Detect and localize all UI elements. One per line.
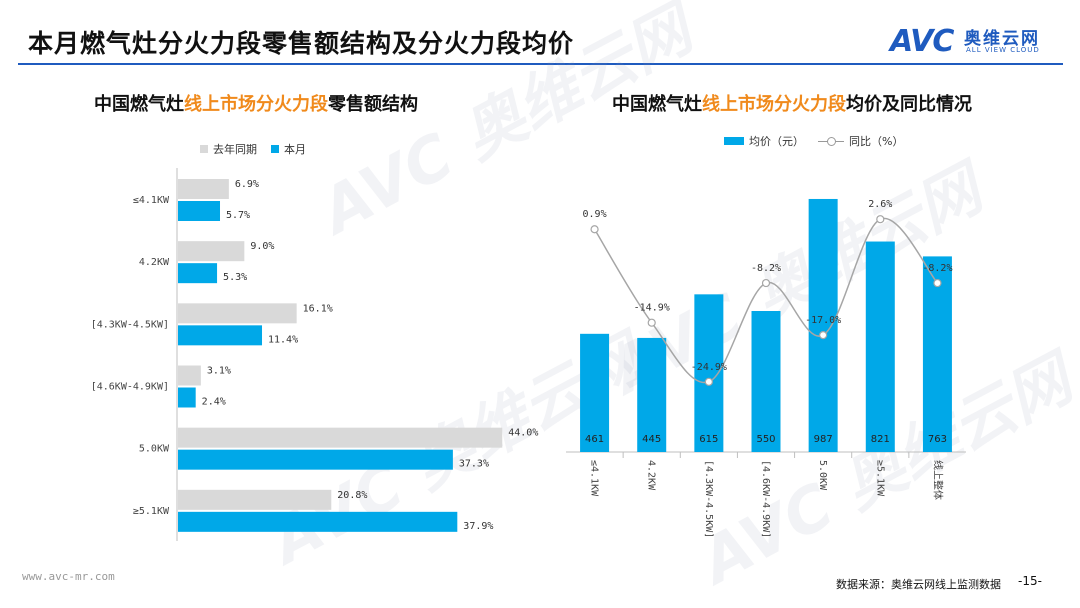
data-label: 2.4% — [202, 397, 226, 408]
legend-label: 本月 — [284, 143, 306, 156]
bar-value-label: 445 — [642, 434, 661, 445]
x-tick-label: ≥5.1KW — [874, 460, 885, 497]
data-label: 37.9% — [463, 521, 493, 532]
legend-label: 去年同期 — [213, 143, 257, 156]
page-number: -15- — [1018, 574, 1042, 588]
legend-item-last-year: 去年同期 — [200, 141, 257, 157]
page-title: 本月燃气灶分火力段零售额结构及分火力段均价 — [28, 29, 575, 58]
data-label: 44.0% — [508, 428, 538, 439]
bar-last-year — [178, 489, 332, 510]
data-label: 16.1% — [303, 303, 333, 314]
y-tick-label: 4.2KW — [139, 257, 170, 268]
bar-value-label: 821 — [871, 434, 890, 445]
right-title-part: 均价及同比情况 — [846, 94, 972, 115]
y-tick-label: ≤4.1KW — [133, 195, 170, 206]
bar-value-label: 461 — [585, 434, 604, 445]
x-tick-label: [4.6KW-4.9KW] — [760, 460, 771, 538]
data-label: 37.3% — [459, 459, 489, 470]
bar-value-label: 763 — [928, 434, 947, 445]
data-label: 5.3% — [223, 272, 247, 283]
y-tick-label: 5.0KW — [139, 444, 170, 455]
legend-swatch-avg-price — [724, 137, 744, 145]
right-chart-legend: 均价（元） 同比（%） — [724, 133, 903, 149]
bar-avg-price — [580, 333, 610, 452]
data-label: 11.4% — [268, 334, 298, 345]
yoy-point — [761, 278, 771, 288]
data-label: 20.8% — [337, 490, 367, 501]
yoy-point — [819, 331, 828, 340]
bar-value-label: 550 — [756, 434, 775, 445]
footer-url: www.avc-mr.com — [22, 570, 115, 583]
x-tick-label: ≤4.1KW — [589, 460, 600, 497]
bar-avg-price — [865, 241, 895, 452]
yoy-label: 2.6% — [868, 199, 892, 210]
left-title-part: 中国燃气灶 — [94, 94, 184, 115]
yoy-label: -8.2% — [751, 263, 781, 274]
right-title-part: 中国燃气灶 — [612, 94, 702, 115]
legend-label: 同比（%） — [849, 135, 904, 148]
y-tick-label: [4.3KW-4.5KW] — [91, 319, 169, 330]
bar-avg-price — [637, 337, 667, 452]
x-tick-label: 4.2KW — [646, 460, 657, 491]
logo-mark: AVC — [890, 24, 954, 59]
bar-avg-price — [808, 198, 838, 452]
right-chart-title: 中国燃气灶线上市场分火力段均价及同比情况 — [612, 90, 972, 116]
left-chart-title: 中国燃气灶线上市场分火力段零售额结构 — [94, 90, 418, 116]
bar-last-year — [178, 303, 297, 324]
bar-this-month — [178, 201, 221, 221]
bar-this-month — [178, 511, 458, 532]
bar-last-year — [178, 365, 201, 386]
yoy-point — [933, 278, 942, 288]
logo-english-name: ALL VIEW CLOUD — [966, 46, 1040, 54]
bar-this-month — [178, 449, 453, 470]
legend-label: 均价（元） — [749, 135, 804, 148]
x-tick-label: 5.0KW — [817, 460, 828, 491]
x-tick-label: [4.3KW-4.5KW] — [703, 460, 714, 538]
data-label: 6.9% — [235, 179, 259, 190]
data-label: 3.1% — [207, 366, 231, 377]
bar-this-month — [178, 263, 218, 284]
x-tick-label: 线上整体 — [931, 460, 944, 500]
yoy-point — [704, 377, 713, 386]
legend-swatch-yoy-line — [818, 136, 844, 146]
left-title-highlight: 线上市场分火力段 — [184, 94, 328, 115]
data-label: 9.0% — [250, 241, 274, 252]
yoy-point — [590, 225, 599, 234]
bar-this-month — [178, 387, 196, 408]
title-divider — [18, 63, 1063, 65]
bar-value-label: 987 — [814, 434, 833, 445]
bar-avg-price — [694, 294, 724, 452]
data-label: 5.7% — [226, 210, 250, 221]
bar-last-year — [178, 427, 503, 448]
legend-swatch-last-year — [200, 145, 208, 153]
left-title-part: 零售额结构 — [328, 94, 418, 115]
legend-item-this-month: 本月 — [271, 141, 306, 157]
yoy-point — [647, 318, 656, 327]
legend-item-yoy: 同比（%） — [818, 133, 903, 149]
bar-last-year — [178, 179, 229, 199]
bar-avg-price — [922, 256, 952, 452]
yoy-label: -24.9% — [691, 362, 727, 373]
bar-this-month — [178, 325, 263, 346]
yoy-label: 0.9% — [583, 209, 607, 220]
y-tick-label: [4.6KW-4.9KW] — [91, 382, 169, 393]
yoy-label: -17.0% — [805, 315, 841, 326]
right-title-highlight: 线上市场分火力段 — [702, 94, 846, 115]
footer-data-source: 数据来源：奥维云网线上监测数据 — [836, 578, 1001, 591]
bar-avg-price — [751, 311, 781, 452]
yoy-label: -14.9% — [634, 303, 670, 314]
legend-swatch-this-month — [271, 145, 279, 153]
bar-value-label: 615 — [699, 434, 718, 445]
logo-chinese-name: 奥维云网 — [964, 29, 1040, 49]
avc-logo: AVC 奥维云网 ALL VIEW CLOUD — [890, 20, 1060, 62]
left-chart-legend: 去年同期 本月 — [200, 141, 306, 157]
yoy-label: -8.2% — [922, 263, 952, 274]
yoy-point — [876, 215, 885, 224]
bar-last-year — [178, 241, 245, 262]
y-tick-label: ≥5.1KW — [133, 506, 170, 517]
legend-item-avg-price: 均价（元） — [724, 133, 804, 149]
